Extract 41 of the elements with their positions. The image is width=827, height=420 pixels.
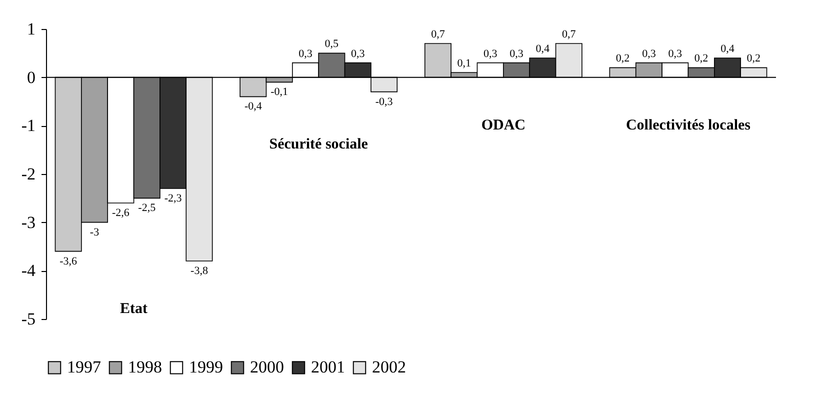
text: 0,3	[483, 48, 498, 60]
y-tick-label: -5	[21, 310, 36, 328]
text: -3,6	[60, 255, 78, 268]
y-tick-label: -1	[21, 116, 36, 136]
text: -3	[90, 226, 100, 238]
y-tick-label: 0	[27, 68, 36, 87]
text: 0,4	[720, 43, 734, 55]
text: -0,3	[375, 96, 393, 108]
text: 0,3	[510, 48, 524, 60]
text: -3,8	[190, 265, 208, 277]
y-tick-label: -4	[21, 261, 36, 280]
legend-label: 2001	[311, 358, 345, 377]
x-tick-label: Collectivités locales	[626, 117, 751, 134]
text: 0,4	[536, 43, 550, 55]
text: 0,3	[668, 48, 682, 60]
x-tick-label: ODAC	[481, 117, 526, 134]
text: 0,2	[746, 52, 761, 65]
text: 0,7	[562, 28, 576, 40]
legend-label: 2002	[372, 358, 406, 377]
y-tick-label: -3	[21, 212, 36, 232]
text: 0,2	[694, 52, 708, 65]
y-tick-label: 1	[27, 20, 36, 38]
x-tick-label: Etat	[120, 301, 148, 317]
text: -2,5	[138, 202, 156, 214]
legend-label: 1998	[128, 358, 162, 377]
text: -2,6	[112, 207, 130, 219]
text: 0,3	[298, 48, 312, 60]
legend-label: 1997	[67, 358, 102, 377]
x-tick-label: Sécurité sociale	[269, 136, 368, 153]
text: -0,4	[244, 100, 262, 113]
text: 0,5	[324, 38, 339, 50]
legend-label: 2000	[250, 358, 284, 377]
text: 0,7	[431, 28, 445, 40]
y-tick-label: -2	[21, 164, 36, 184]
text: -0,1	[270, 86, 288, 98]
legend-label: 1999	[189, 358, 223, 377]
text: 0,3	[642, 48, 656, 60]
text: 0,1	[457, 58, 472, 70]
text: -2,3	[164, 192, 182, 204]
text: 0,2	[616, 52, 630, 65]
text: 0,3	[350, 48, 365, 60]
